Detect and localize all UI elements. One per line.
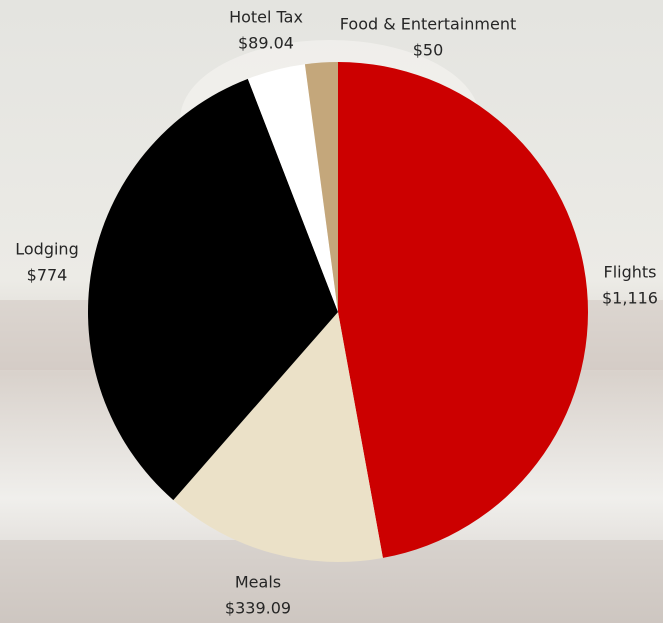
slice-value: $89.04: [238, 34, 294, 53]
labels: Flights $1,116 Meals $339.09 Lodging $774 Hote…: [15, 8, 658, 618]
slice-value: $774: [27, 266, 68, 285]
slice-value: $339.09: [225, 599, 291, 618]
slice-name: Hotel Tax: [229, 8, 303, 27]
pie-slice: [338, 62, 588, 558]
pie-slice: [304, 62, 338, 312]
slice-name: Lodging: [15, 240, 78, 259]
pie: [87, 62, 588, 562]
slice-value: $1,116: [602, 289, 658, 308]
slice-name: Meals: [235, 573, 281, 592]
pie-slice: [87, 78, 339, 501]
pie-slice: [173, 312, 383, 562]
slice-name: Food & Entertainment: [340, 15, 516, 34]
slice-name: Flights: [604, 263, 657, 282]
pie-slice: [247, 64, 338, 312]
slice-value: $50: [413, 41, 444, 60]
